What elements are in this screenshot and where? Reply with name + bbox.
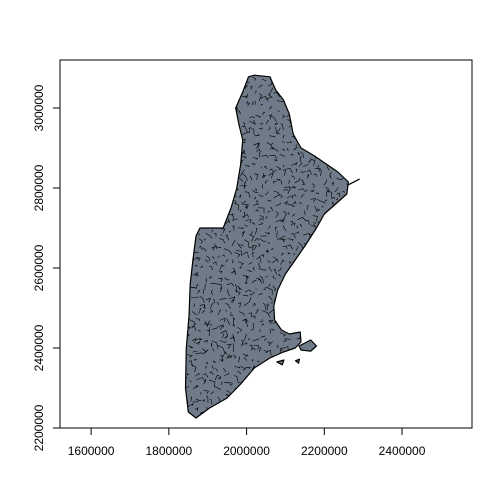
y-tick-label: 2400000 (32, 324, 46, 371)
island-region (298, 339, 318, 352)
island-region (347, 178, 360, 186)
x-tick-label: 2000000 (223, 444, 270, 458)
y-axis: 2200000 2400000 2600000 2800000 3000000 (32, 84, 61, 451)
x-tick-label: 1800000 (145, 444, 192, 458)
y-tick-label: 3000000 (32, 84, 46, 131)
island-region (276, 359, 285, 366)
y-tick-label: 2800000 (32, 164, 46, 211)
map-layer (184, 74, 360, 419)
island-region (294, 358, 300, 364)
x-tick-label: 1600000 (68, 444, 115, 458)
x-axis: 1600000 1800000 2000000 2200000 2400000 (68, 427, 426, 458)
land-region (184, 74, 349, 419)
x-tick-label: 2400000 (379, 444, 426, 458)
x-tick-label: 2200000 (301, 444, 348, 458)
y-tick-label: 2600000 (32, 244, 46, 291)
y-tick-label: 2200000 (32, 404, 46, 451)
